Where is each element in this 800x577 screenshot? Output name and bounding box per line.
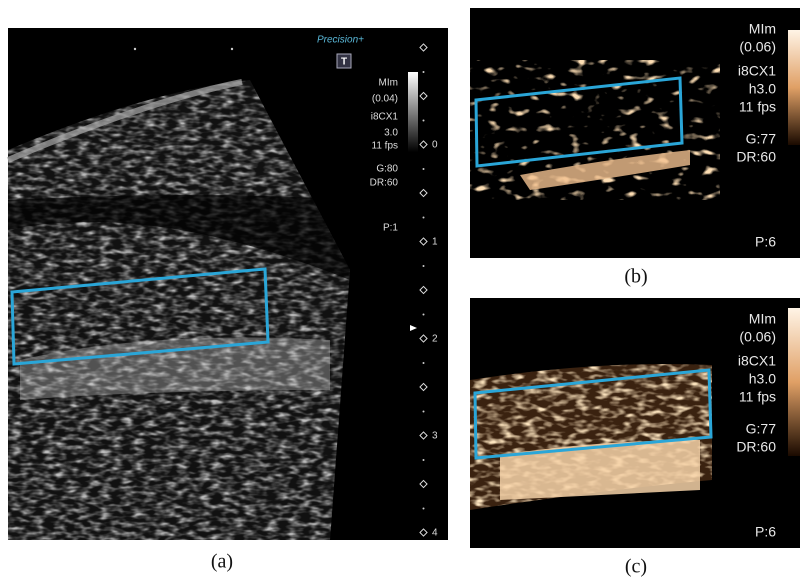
- overlay-label: DR:60: [736, 149, 776, 165]
- depth-label: 0: [432, 140, 438, 151]
- depth-label: 2: [432, 334, 438, 345]
- depth-dot: [423, 314, 425, 316]
- depth-dot: [423, 120, 425, 122]
- depth-dot: [423, 71, 425, 73]
- depth-dot: [423, 362, 425, 364]
- depth-label: 3: [432, 431, 438, 442]
- color-bar: [788, 308, 800, 456]
- icon: T: [341, 57, 347, 68]
- depth-dot: [423, 459, 425, 461]
- overlay-label: MIm: [379, 78, 398, 89]
- caption: (b): [624, 266, 647, 288]
- panel-c: MIm (0.06) i8CX1 h3.0 11 fps G:77 DR:60 P:6 (c): [470, 298, 800, 577]
- overlay-label: i8CX1: [738, 63, 776, 79]
- overlay-label: MIm: [749, 21, 776, 37]
- caption: (a): [211, 551, 233, 573]
- overlay-label: 3.0: [384, 128, 398, 139]
- overlay-label: 11 fps: [739, 99, 776, 115]
- overlay-label: MIm: [749, 311, 776, 327]
- depth-dot: [423, 265, 425, 267]
- depth-label: 1: [432, 237, 438, 248]
- overlay-label: P:6: [755, 524, 776, 540]
- overlay-label: (0.06): [739, 39, 776, 55]
- panel-a: Precision+ T 0 1 2 3 4 MIm (0.04) i8CX1 3.0 11 f…: [8, 28, 448, 573]
- focus-dot: [231, 48, 233, 50]
- overlay-label: i8CX1: [738, 353, 776, 369]
- gray-bar: [408, 72, 418, 152]
- overlay-label: (0.04): [372, 94, 398, 105]
- overlay-label: P:6: [755, 234, 776, 250]
- overlay-label: 11 fps: [372, 141, 399, 152]
- overlay-label: i8CX1: [371, 112, 399, 123]
- overlay-label: h3.0: [749, 371, 776, 387]
- overlay-label: DR:60: [370, 178, 399, 189]
- overlay-label: P:1: [383, 223, 398, 234]
- figure: Precision+ T 0 1 2 3 4 MIm (0.04) i8CX1 3.0 11 f…: [0, 0, 800, 577]
- caption: (c): [625, 556, 647, 577]
- depth-dot: [423, 217, 425, 219]
- overlay-label: DR:60: [736, 439, 776, 455]
- overlay-label: h3.0: [749, 81, 776, 97]
- depth-dot: [423, 508, 425, 510]
- overlay-label: G:80: [376, 164, 398, 175]
- depth-dot: [423, 411, 425, 413]
- depth-label: 4: [432, 528, 438, 539]
- overlay-label: 11 fps: [739, 389, 776, 405]
- focus-dot: [134, 48, 136, 50]
- overlay-label: (0.06): [739, 329, 776, 345]
- overlay-label: G:77: [746, 421, 777, 437]
- depth-dot: [423, 168, 425, 170]
- brand: Precision+: [317, 35, 364, 46]
- overlay-label: G:77: [746, 131, 777, 147]
- color-bar: [788, 30, 800, 145]
- panel-b: MIm (0.06) i8CX1 h3.0 11 fps G:77 DR:60 P:6 (b): [470, 8, 800, 288]
